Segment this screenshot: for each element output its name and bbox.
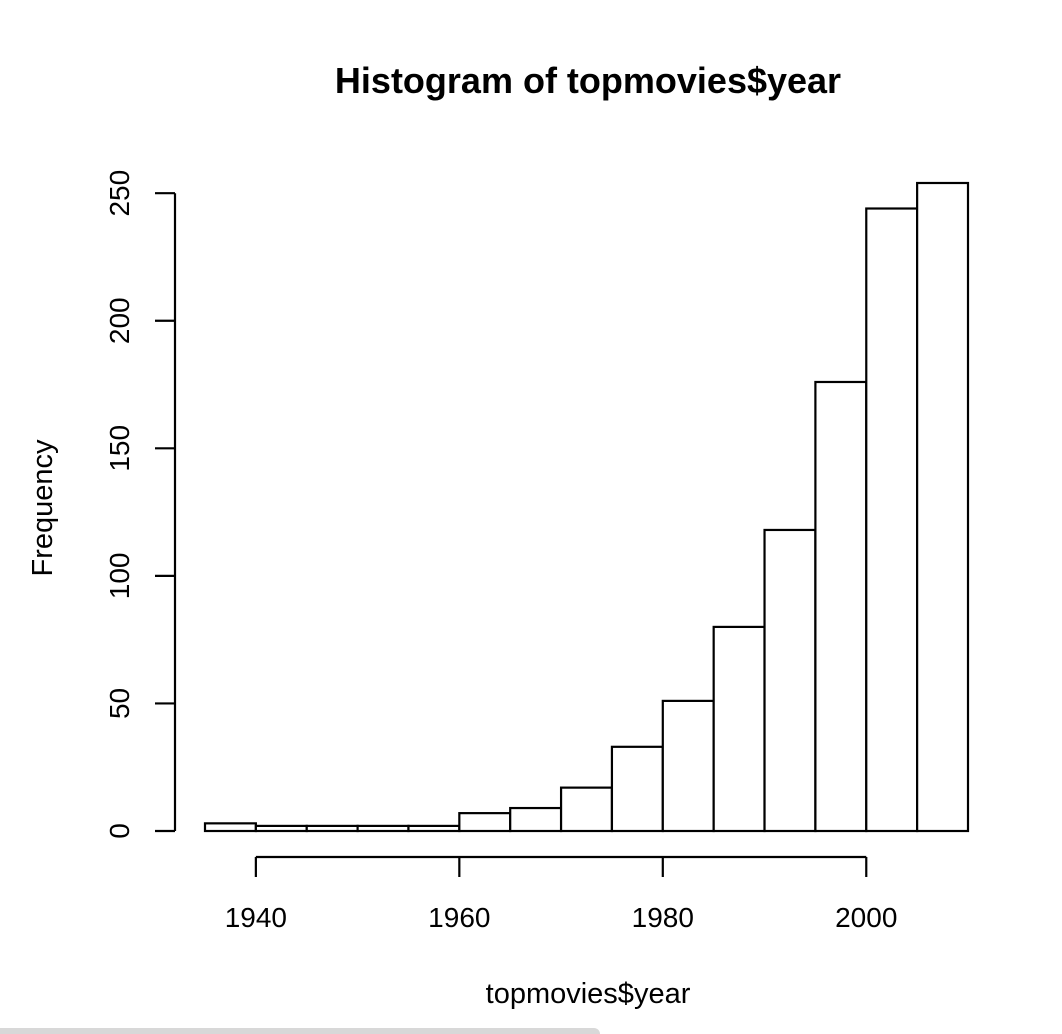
histogram-bar <box>661 699 715 833</box>
y-axis-title: Frequency <box>27 439 59 577</box>
chart-title: Histogram of topmovies$year <box>335 60 841 101</box>
x-axis-title: topmovies$year <box>486 978 691 1010</box>
histogram-bar <box>356 824 410 833</box>
histogram-bar <box>305 824 359 833</box>
histogram-bar <box>916 181 970 833</box>
histogram-bar <box>559 786 614 833</box>
y-tick-label: 150 <box>104 425 135 472</box>
y-tick-label: 200 <box>104 297 135 344</box>
y-tick-label: 0 <box>104 823 135 839</box>
window-scrollbar-edge <box>0 1028 600 1034</box>
x-axis: 1940 1960 1980 2000 <box>225 855 897 933</box>
y-tick-label: 100 <box>104 553 135 600</box>
histogram-bar <box>865 207 919 833</box>
histogram-bar <box>254 824 308 833</box>
x-tick-label: 2000 <box>835 902 897 933</box>
bars-group <box>203 181 970 833</box>
histogram-bar <box>763 528 817 833</box>
histogram-bar <box>610 745 664 833</box>
histogram-bar <box>458 812 512 833</box>
y-tick-label: 50 <box>104 688 135 719</box>
y-axis: 0 50 100 150 200 250 <box>104 170 177 839</box>
x-tick-label: 1960 <box>428 902 490 933</box>
y-tick-label: 250 <box>104 170 135 217</box>
histogram-bar <box>509 806 563 833</box>
histogram-bar <box>203 822 257 833</box>
histogram-bar <box>814 380 868 833</box>
x-tick-label: 1940 <box>225 902 287 933</box>
x-tick-label: 1980 <box>632 902 694 933</box>
histogram-bar <box>712 625 766 833</box>
histogram-bar <box>407 824 461 833</box>
